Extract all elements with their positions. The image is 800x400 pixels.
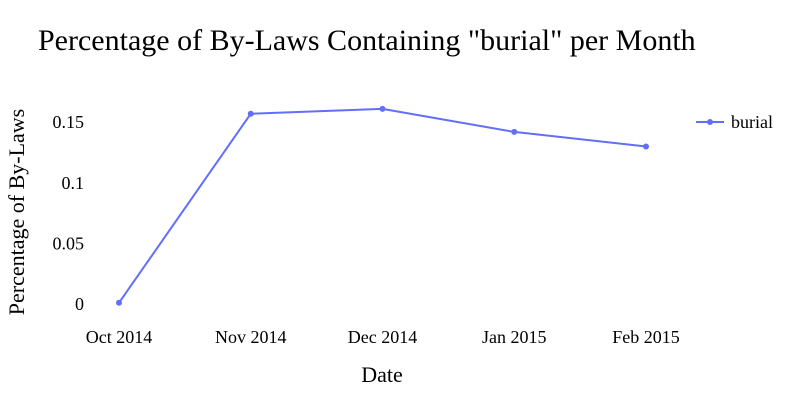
data-point <box>247 110 254 117</box>
data-point <box>643 143 649 150</box>
legend-label: burial <box>731 112 773 132</box>
series-line <box>118 107 647 304</box>
legend-swatch-marker <box>707 119 713 125</box>
y-tick-label: 0 <box>75 294 84 314</box>
y-tick-label: 0.05 <box>53 233 85 253</box>
x-tick-label: Feb 2015 <box>612 327 680 347</box>
x-tick-label: Dec 2014 <box>348 327 417 347</box>
x-axis-title: Date <box>361 362 403 387</box>
x-tick-label: Nov 2014 <box>215 327 287 347</box>
y-axis-title: Percentage of By-Laws <box>4 109 29 315</box>
x-tick-label: Oct 2014 <box>86 327 153 347</box>
y-tick-label: 0.15 <box>53 112 85 132</box>
y-tick-label: 0.1 <box>62 173 85 193</box>
x-tick-label: Jan 2015 <box>482 327 547 347</box>
data-point <box>379 105 386 112</box>
plot-area <box>116 105 649 306</box>
data-point <box>116 299 122 306</box>
chart-title: Percentage of By-Laws Containing "burial… <box>38 24 696 57</box>
data-point <box>511 128 518 135</box>
x-axis-ticks: Oct 2014 Nov 2014 Dec 2014 Jan 2015 Feb 2015 <box>86 327 680 347</box>
legend: burial <box>696 112 773 132</box>
y-axis-ticks: 0 0.05 0.1 0.15 <box>53 112 85 314</box>
